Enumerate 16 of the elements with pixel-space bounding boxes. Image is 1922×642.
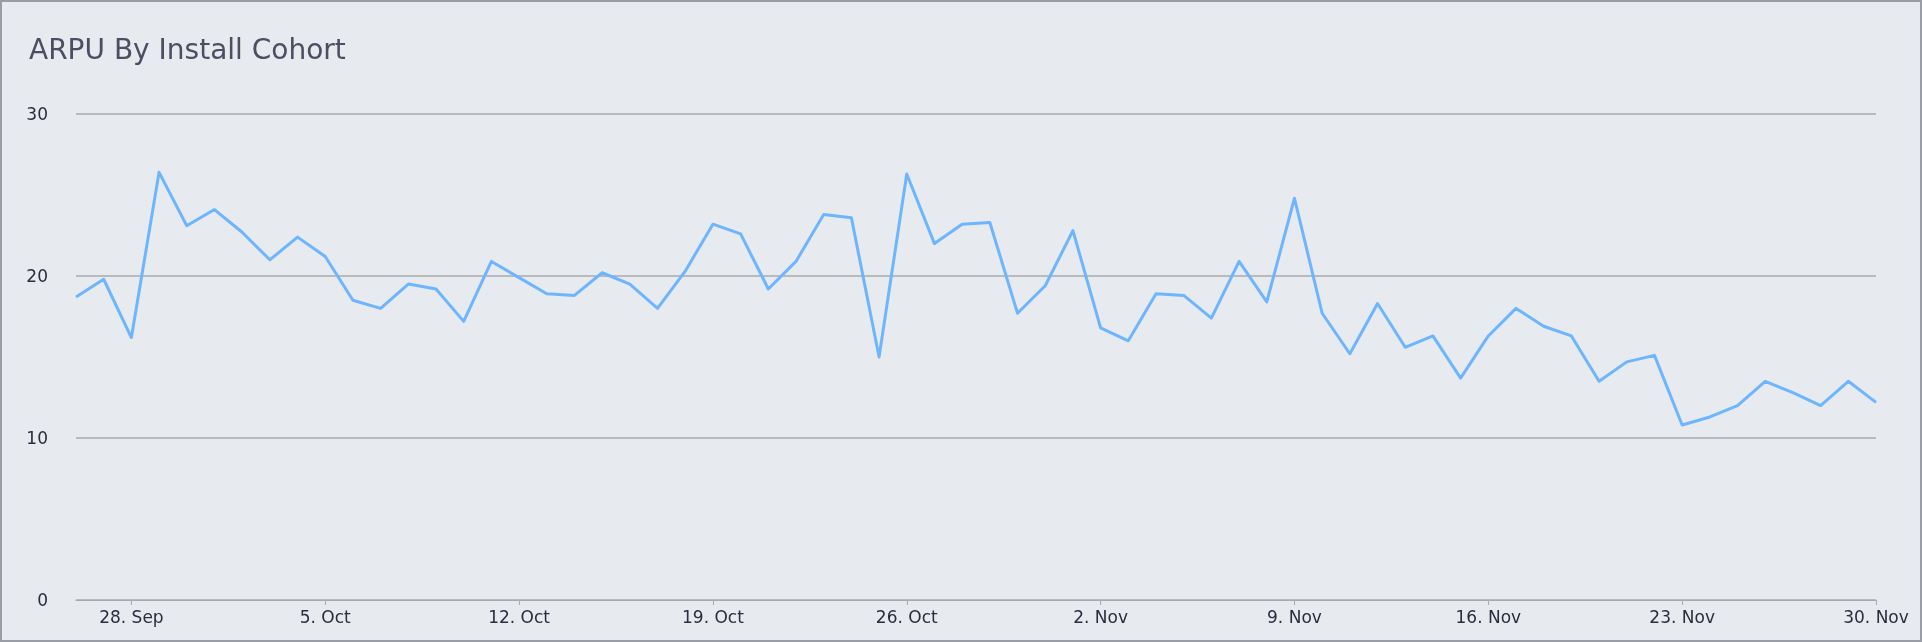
x-tick-label: 12. Oct [488, 606, 551, 627]
chart-title: ARPU By Install Cohort [29, 32, 346, 66]
x-tick-label: 16. Nov [1455, 606, 1522, 627]
y-tick-label: 10 [26, 428, 48, 448]
x-tick-label: 28. Sep [99, 606, 164, 627]
x-tick-label: 26. Oct [875, 606, 939, 627]
x-tick-label: 30. Nov [1843, 606, 1909, 627]
y-tick-label: 0 [37, 590, 48, 610]
line-series [74, 170, 1878, 427]
x-tick-label: 2. Nov [1073, 606, 1129, 627]
x-tick-label: 23. Nov [1649, 606, 1715, 627]
y-tick-label: 30 [26, 104, 48, 124]
y-tick-label: 20 [26, 266, 48, 286]
x-tick-label: 5. Oct [299, 606, 352, 627]
x-tick-label: 19. Oct [682, 606, 745, 627]
x-tick-label: 9. Nov [1267, 606, 1322, 627]
